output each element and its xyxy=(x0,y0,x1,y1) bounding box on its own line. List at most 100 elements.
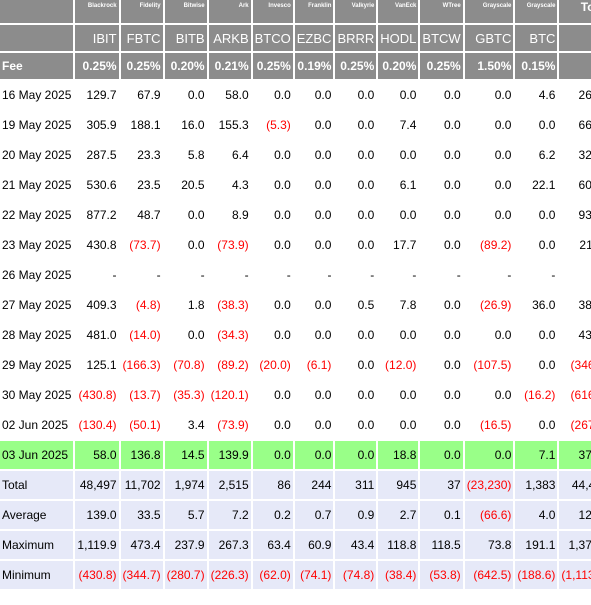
stat-cell: (74.1) xyxy=(294,561,334,589)
stat-label: Total xyxy=(0,471,74,499)
ticker-symbol: BRRR xyxy=(335,25,377,51)
table-row: 30 May 2025 (430.8) (13.7) (35.3) (120.1) 0.0… xyxy=(0,381,591,409)
flow-cell: (5.3) xyxy=(252,111,293,139)
flow-cell: - xyxy=(420,261,463,289)
fee-value: 0.20% xyxy=(378,53,419,79)
stat-cell: 311 xyxy=(335,471,377,499)
flow-cell: 7.1 xyxy=(515,441,558,469)
flow-cell: 0.0 xyxy=(515,231,558,259)
flow-cell: 0.0 xyxy=(294,291,334,319)
stat-cell: 0.2 xyxy=(252,501,293,529)
stat-cell: 267.3 xyxy=(208,531,251,559)
flow-cell: (20.0) xyxy=(252,351,293,379)
table-row: 27 May 2025 409.3 (4.8) 1.8 (38.3) 0.0 0.0 0.5 7… xyxy=(0,291,591,319)
flow-cell: - xyxy=(464,261,514,289)
flow-cell: (26.9) xyxy=(464,291,514,319)
row-total: (616.1) xyxy=(559,381,591,409)
row-date: 30 May 2025 xyxy=(0,381,74,409)
flow-cell: 14.5 xyxy=(164,441,207,469)
stat-cell: 1,974 xyxy=(164,471,207,499)
stat-cell: 48,497 xyxy=(75,471,119,499)
flow-cell: (16.2) xyxy=(515,381,558,409)
flow-cell: 0.0 xyxy=(420,231,463,259)
stat-cell: 118.5 xyxy=(420,531,463,559)
flow-cell: 0.0 xyxy=(294,81,334,109)
flow-cell: 188.1 xyxy=(120,111,163,139)
flow-cell: - xyxy=(294,261,334,289)
issuer-name: Ark xyxy=(208,0,251,23)
fee-value: 0.25% xyxy=(75,53,119,79)
flow-cell: 0.0 xyxy=(252,141,293,169)
flow-cell: 0.0 xyxy=(294,201,334,229)
stat-total: 127.4 xyxy=(559,501,591,529)
issuer-header-row: Blackrock Fidelity Bitwise Ark Invesco Frankl… xyxy=(0,0,591,23)
flow-cell: 0.0 xyxy=(515,111,558,139)
flow-cell: 6.4 xyxy=(208,141,251,169)
flow-cell: 0.0 xyxy=(335,231,377,259)
row-total: (267.5) xyxy=(559,411,591,439)
row-total: (346.8) xyxy=(559,351,591,379)
stat-cell: (188.6) xyxy=(515,561,558,589)
stat-total: (1,113.7) xyxy=(559,561,591,589)
flow-cell: 0.0 xyxy=(335,411,377,439)
stat-row-maximum: Maximum 1,119.9 473.4 237.9 267.3 63.4 60.9 43.… xyxy=(0,531,591,559)
table-row-highlighted: 03 Jun 2025 58.0 136.8 14.5 139.9 0.0 0.0 0.0 18… xyxy=(0,441,591,469)
flow-cell: (14.0) xyxy=(120,321,163,349)
issuer-name: Invesco xyxy=(252,0,293,23)
issuer-name: Blackrock xyxy=(75,0,119,23)
total-header-blank xyxy=(559,25,591,51)
flow-cell: 7.8 xyxy=(378,291,419,319)
flow-cell: 0.0 xyxy=(252,381,293,409)
ticker-symbol: FBTC xyxy=(120,25,163,51)
flow-cell: (34.3) xyxy=(208,321,251,349)
ticker-symbol: BTCW xyxy=(420,25,463,51)
row-total: 329.2 xyxy=(559,141,591,169)
flow-cell: 0.0 xyxy=(164,81,207,109)
stat-cell: 0.7 xyxy=(294,501,334,529)
flow-cell: 0.0 xyxy=(294,321,334,349)
flow-cell: - xyxy=(378,261,419,289)
stat-cell: (53.8) xyxy=(420,561,463,589)
flow-cell: 0.0 xyxy=(335,201,377,229)
flow-cell: - xyxy=(252,261,293,289)
stat-cell: (430.8) xyxy=(75,561,119,589)
flow-cell: 0.0 xyxy=(420,291,463,319)
flow-cell: (73.9) xyxy=(208,231,251,259)
stat-cell: (62.0) xyxy=(252,561,293,589)
flow-cell: 0.0 xyxy=(420,81,463,109)
stat-cell: 0.9 xyxy=(335,501,377,529)
table-row: 29 May 2025 125.1 (166.3) (70.8) (89.2) (20.0… xyxy=(0,351,591,379)
flow-cell: 0.0 xyxy=(252,201,293,229)
flow-cell: - xyxy=(120,261,163,289)
flow-cell: 0.0 xyxy=(335,81,377,109)
flow-cell: 4.6 xyxy=(515,81,558,109)
flow-cell: 0.0 xyxy=(420,321,463,349)
table-row: 21 May 2025 530.6 23.5 20.5 4.3 0.0 0.0 0.0 6.1 0… xyxy=(0,171,591,199)
stat-cell: 191.1 xyxy=(515,531,558,559)
stat-row-total: Total 48,497 11,702 1,974 2,515 86 244 311 945 37… xyxy=(0,471,591,499)
flow-cell: 4.3 xyxy=(208,171,251,199)
flow-cell: (35.3) xyxy=(164,381,207,409)
fee-value: 0.21% xyxy=(208,53,251,79)
row-date: 22 May 2025 xyxy=(0,201,74,229)
stat-cell: 4.0 xyxy=(515,501,558,529)
row-date: 02 Jun 2025 xyxy=(0,411,74,439)
flow-cell: - xyxy=(335,261,377,289)
flow-cell: (73.7) xyxy=(120,231,163,259)
fee-value: 1.50% xyxy=(464,53,514,79)
flow-cell: 6.2 xyxy=(515,141,558,169)
flow-cell: 0.0 xyxy=(335,441,377,469)
flow-cell: 0.0 xyxy=(420,381,463,409)
row-total: 211.7 xyxy=(559,231,591,259)
flow-cell: (130.4) xyxy=(75,411,119,439)
flow-cell: 23.3 xyxy=(120,141,163,169)
issuer-name: WTree xyxy=(420,0,463,23)
flow-cell: 287.5 xyxy=(75,141,119,169)
row-date: 20 May 2025 xyxy=(0,141,74,169)
flow-cell: 481.0 xyxy=(75,321,119,349)
flow-cell: (73.9) xyxy=(208,411,251,439)
stat-total: 44,462 xyxy=(559,471,591,499)
stat-row-average: Average 139.0 33.5 5.7 7.2 0.2 0.7 0.9 2.7 0.1 (66… xyxy=(0,501,591,529)
stat-cell: 2.7 xyxy=(378,501,419,529)
stat-cell: 37 xyxy=(420,471,463,499)
